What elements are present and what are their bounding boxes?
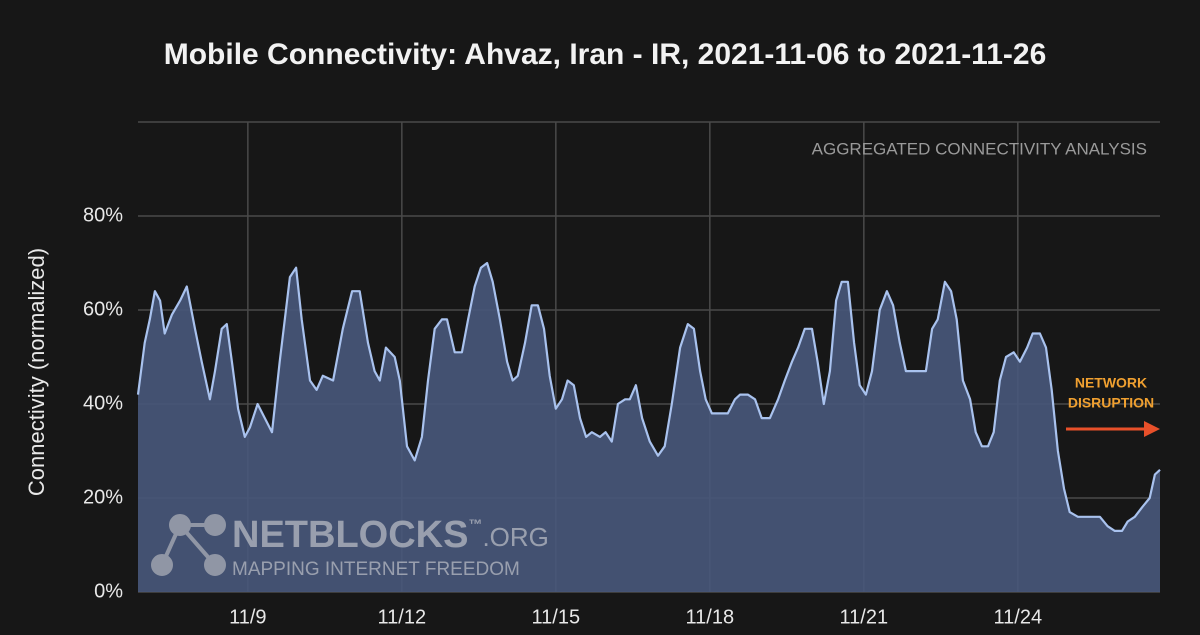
x-tick-label: 11/9: [229, 606, 266, 628]
area-line: [136, 261, 1161, 532]
y-tick-label: 40%: [83, 392, 123, 414]
x-tick-label: 11/21: [840, 606, 889, 628]
chart-title: Mobile Connectivity: Ahvaz, Iran - IR, 2…: [164, 38, 1047, 71]
disruption-label: NETWORK: [1075, 375, 1147, 391]
watermark-suffix: .ORG: [482, 522, 548, 552]
y-tick-label: 20%: [83, 486, 123, 508]
x-tick-label: 11/15: [532, 606, 581, 628]
y-tick-label: 0%: [94, 580, 123, 602]
y-axis-label: Connectivity (normalized): [24, 248, 49, 496]
x-tick-label: 11/12: [378, 606, 427, 628]
watermark-name: NETBLOCKS™.ORG: [232, 514, 549, 556]
watermark-brand: NETBLOCKS: [232, 514, 468, 556]
watermark: NETBLOCKS™.ORG MAPPING INTERNET FREEDOM: [151, 514, 549, 580]
watermark-tm: ™: [468, 516, 482, 532]
disruption-label: DISRUPTION: [1068, 395, 1154, 411]
logo-node: [204, 514, 226, 536]
plot: [136, 261, 1161, 592]
x-tick-label: 11/24: [994, 606, 1043, 628]
y-tick-label: 80%: [83, 204, 123, 226]
logo-node: [204, 554, 226, 576]
arrow-head: [1144, 421, 1160, 437]
x-tick-label: 11/18: [686, 606, 735, 628]
y-tick-label: 60%: [83, 298, 123, 320]
disruption-arrow: [1066, 421, 1160, 437]
watermark-tagline: MAPPING INTERNET FREEDOM: [232, 559, 520, 580]
logo-node: [169, 514, 191, 536]
logo-node: [151, 554, 173, 576]
area-fill: [138, 263, 1160, 592]
annotation: AGGREGATED CONNECTIVITY ANALYSIS: [812, 139, 1147, 158]
logo-icon: [151, 514, 226, 576]
